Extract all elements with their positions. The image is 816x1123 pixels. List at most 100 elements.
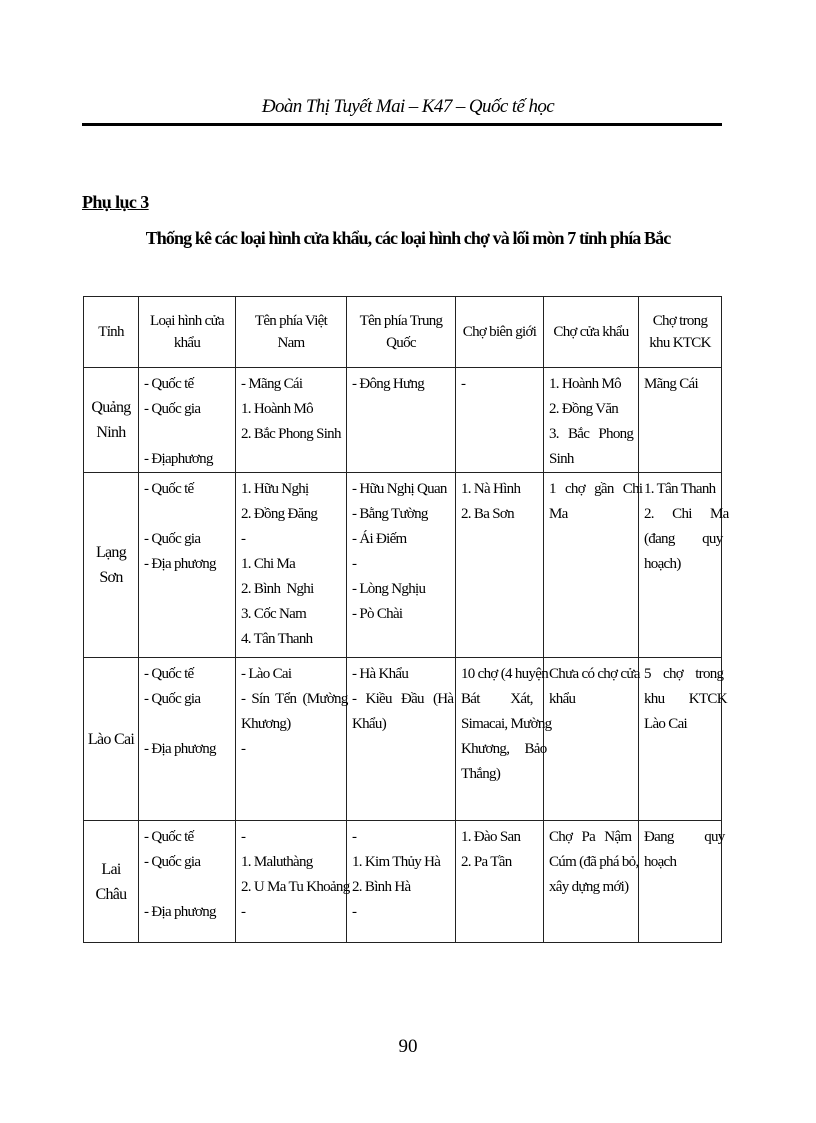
- cell-line: - Bằng Tường: [352, 506, 428, 522]
- cell-line: Cúm (đã phá bỏ,: [549, 854, 639, 870]
- cell-line: - Đông Hưng: [352, 376, 425, 392]
- cell-line: - Quốc tế: [144, 481, 194, 497]
- cell-line: - Địa phương: [144, 741, 217, 757]
- cell-line: -: [352, 556, 357, 572]
- cell-line: - Sín Tển (Mường: [241, 691, 348, 707]
- cell-line: - Mãng Cái: [241, 376, 303, 392]
- cell-line: -: [241, 531, 246, 547]
- table-cell: Mãng Cái: [638, 367, 722, 473]
- cell-line: - Hữu Nghị Quan: [352, 481, 447, 497]
- cell-line: 1. Maluthàng: [241, 854, 313, 870]
- table-row: Quảng Ninh - Quốc tế - Quốc gia - Địaphương…: [83, 367, 722, 473]
- header-rule: [82, 123, 722, 126]
- table-cell: Chợ Pa Nậm Cúm (đã phá bỏ, xây dựng mới): [543, 820, 639, 943]
- cell-line: 1. Hoành Mô: [549, 376, 622, 392]
- cell-line: -: [241, 829, 246, 845]
- cell-line: 2. Bình Hà: [352, 879, 411, 895]
- cell-line: 1. Nà Hình: [461, 481, 521, 497]
- cell-line: khu KTCK: [644, 691, 728, 707]
- table-cell: - Quốc tế - Quốc gia - Địa phương: [138, 820, 236, 943]
- table-cell: - 1. Kim Thủy Hà 2. Bình Hà -: [346, 820, 456, 943]
- cell-line: Khương): [241, 716, 291, 732]
- cell-line: 1. Kim Thủy Hà: [352, 854, 441, 870]
- cell-line: 4. Tân Thanh: [241, 631, 313, 647]
- cell-line: - Quốc tế: [144, 829, 194, 845]
- table-cell: 1 chợ gần Chi Ma: [543, 472, 643, 658]
- column-header: Chợ trong khu KTCK: [638, 296, 722, 368]
- table-cell: Chưa có chợ cửa khẩu: [543, 657, 640, 821]
- cell-line: - Quốc gia: [144, 691, 201, 707]
- cell-line: - Quốc gia: [144, 531, 201, 547]
- cell-line: -: [241, 904, 246, 920]
- table-cell: 1. Tân Thanh 2. Chi Ma (đang quy hoạch): [638, 472, 729, 658]
- cell-line: [144, 712, 230, 737]
- table-header-row: Tỉnh Loại hình cửa khẩu Tên phía Việt Nam T…: [83, 296, 722, 368]
- cell-line: 2. Bắc Phong Sinh: [241, 426, 341, 442]
- cell-line: Bát Xát,: [461, 691, 534, 707]
- cell-line: Ma: [549, 506, 568, 522]
- cell-line: Khương, Bảo: [461, 741, 547, 757]
- cell-line: - Lòng Nghịu: [352, 581, 426, 597]
- table-cell: - Quốc tế - Quốc gia - Địaphương: [138, 367, 236, 473]
- cell-line: 1. Tân Thanh: [644, 481, 716, 497]
- table-cell: 1. Hoành Mô 2. Đồng Văn 3. Bắc Phong Sinh: [543, 367, 639, 473]
- cell-line: 3. Cốc Nam: [241, 606, 307, 622]
- table-cell: 5 chợ trong khu KTCK Lào Cai: [638, 657, 728, 821]
- cell-line: - Hà Khẩu: [352, 666, 409, 682]
- cell-line: - Địaphương: [144, 451, 213, 467]
- table-cell: - Lào Cai - Sín Tển (Mường Khương) -: [235, 657, 348, 821]
- cell-line: khẩu: [549, 691, 576, 707]
- cell-line: hoạch): [644, 556, 681, 572]
- cell-line: - Kiều Đầu (Hà: [352, 691, 454, 707]
- cell-line: 2. Pa Tần: [461, 854, 512, 870]
- cell-line: 2. Chi Ma: [644, 506, 729, 522]
- table-cell: 1. Nà Hình 2. Ba Sơn: [455, 472, 544, 658]
- cell-line: hoạch: [644, 854, 677, 870]
- cell-line: [144, 502, 230, 527]
- cell-line: 1. Hữu Nghị: [241, 481, 309, 497]
- province-cell: Lào Cai: [83, 657, 139, 821]
- cell-line: - Lào Cai: [241, 666, 292, 682]
- cell-line: -: [241, 741, 246, 757]
- cell-line: - Quốc gia: [144, 854, 201, 870]
- cell-line: Chợ Pa Nậm: [549, 829, 632, 845]
- cell-line: Chưa có chợ cửa: [549, 666, 640, 682]
- cell-line: - Quốc tế: [144, 666, 194, 682]
- cell-line: - Quốc tế: [144, 376, 194, 392]
- cell-line: - Địa phương: [144, 904, 217, 920]
- column-header: Chợ biên giới: [455, 296, 544, 368]
- table-cell: - Hà Khẩu - Kiều Đầu (Hà Khẩu): [346, 657, 456, 821]
- cell-line: 2. Bình Nghi: [241, 581, 314, 597]
- column-header: Chợ cửa khẩu: [543, 296, 639, 368]
- table-row: Lào Cai - Quốc tế - Quốc gia - Địa phương - …: [83, 657, 728, 821]
- table-cell: 10 chợ (4 huyện Bát Xát, Simacai, Mường Khư…: [455, 657, 552, 821]
- cell-line: [144, 875, 230, 900]
- province-cell: Quảng Ninh: [83, 367, 139, 473]
- document-title: Thống kê các loại hình cửa khẩu, các loạ…: [145, 228, 671, 248]
- cell-line: 3. Bắc Phong: [549, 426, 634, 442]
- cell-line: Đang quy: [644, 829, 725, 845]
- cell-line: 1 chợ gần Chi: [549, 481, 643, 497]
- appendix-label: Phụ lục 3: [82, 192, 149, 212]
- cell-line: Khẩu): [352, 716, 387, 732]
- cell-line: xây dựng mới): [549, 879, 629, 895]
- cell-line: 1. Đào San: [461, 829, 521, 845]
- table-row: Lạng Sơn - Quốc tế - Quốc gia - Địa phương 1…: [83, 472, 729, 658]
- column-header: Tên phía Trung Quốc: [346, 296, 456, 368]
- border-crossings-table: Tỉnh Loại hình cửa khẩu Tên phía Việt Nam T…: [83, 296, 729, 943]
- cell-line: 10 chợ (4 huyện: [461, 666, 549, 682]
- cell-line: - Địa phương: [144, 556, 217, 572]
- cell-line: 2. Đồng Đăng: [241, 506, 318, 522]
- cell-line: 2. Ba Sơn: [461, 506, 515, 522]
- table-cell: Đang quy hoạch: [638, 820, 725, 943]
- column-header: Loại hình cửa khẩu: [138, 296, 236, 368]
- cell-line: 1. Hoành Mô: [241, 401, 314, 417]
- cell-line: -: [461, 376, 466, 392]
- table-cell: - Hữu Nghị Quan - Bằng Tường - Ái Điếm - - L…: [346, 472, 456, 658]
- cell-line: 1. Chi Ma: [241, 556, 296, 572]
- cell-line: Sinh: [549, 451, 574, 467]
- cell-line: Lào Cai: [644, 716, 688, 732]
- province-cell: Lai Châu: [83, 820, 139, 943]
- cell-line: 2. Đồng Văn: [549, 401, 619, 417]
- page-number: 90: [398, 1036, 418, 1057]
